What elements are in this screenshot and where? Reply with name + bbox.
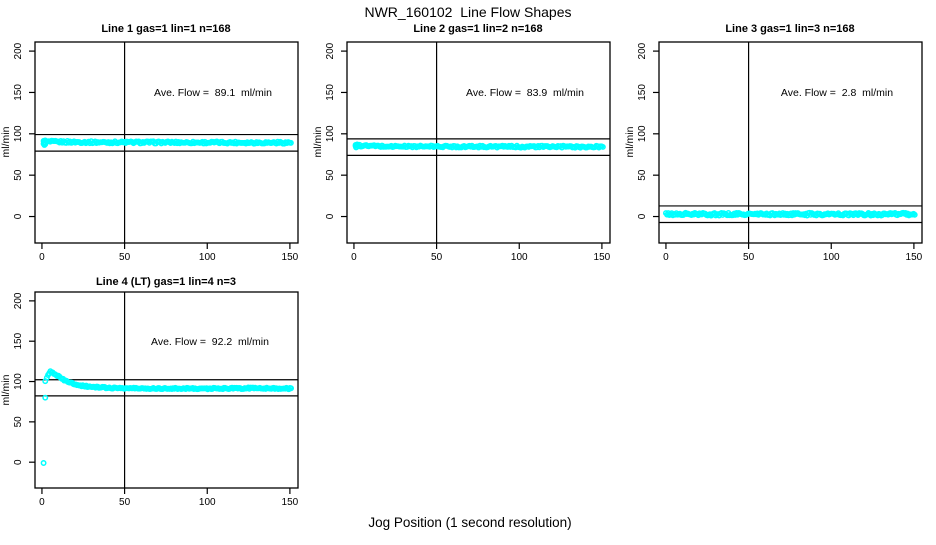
y-tick-label: 50 [325,169,336,181]
x-axis-label: Jog Position (1 second resolution) [368,515,571,530]
y-tick-label: 100 [13,373,24,390]
y-tick-label: 200 [13,292,24,309]
plot-box [658,41,923,244]
y-tick-label: 150 [325,84,336,101]
subplot-line2: Line 2 gas=1 lin=2 n=168 Ave. Flow = 83.… [312,23,611,263]
y-tick-label: 100 [13,125,24,142]
subplot-line2-plot-area: 0 50 100 150 200 0 50 100 150 [325,41,611,263]
subplot-line3-plot-area: 0 50 100 150 200 0 50 100 150 [637,41,923,263]
plot-box [34,291,299,489]
subplot-line1-title: Line 1 gas=1 lin=1 n=168 [101,23,230,35]
y-tick-label: 100 [325,125,336,142]
y-tick-label: 50 [13,416,24,428]
y-tick-label: 0 [13,459,24,465]
subplot-line1-plot-area: 0 50 100 150 200 0 50 100 150 [13,41,299,263]
subplot-line3-annotation: Ave. Flow = 2.8 ml/min [781,87,893,99]
y-tick-label: 0 [13,213,24,219]
subplot-line2-ylabel: ml/min [312,126,324,157]
x-tick-label: 50 [119,497,131,508]
subplot-line4-annotation: Ave. Flow = 92.2 ml/min [151,336,269,348]
y-tick-label: 50 [637,169,648,181]
data-points [352,141,606,151]
subplot-line4-title: Line 4 (LT) gas=1 lin=4 n=3 [96,276,236,288]
data-point [599,143,606,150]
subplot-line3-ylabel: ml/min [624,126,636,157]
y-tick-label: 150 [637,84,648,101]
plot-box [34,41,299,244]
x-tick-label: 0 [663,252,669,263]
subplot-line4-plot-area: 0 50 100 150 200 0 50 100 150 [13,291,299,508]
data-point [40,460,47,466]
data-point [42,394,49,401]
y-tick-label: 100 [637,125,648,142]
x-tick-label: 50 [743,252,755,263]
x-tick-label: 100 [199,252,216,263]
subplot-line3: Line 3 gas=1 lin=3 n=168 Ave. Flow = 2.8… [624,23,923,263]
x-tick-label: 100 [199,497,216,508]
subplot-line1-ylabel: ml/min [0,126,12,157]
data-point [287,139,294,146]
y-tick-label: 50 [13,169,24,181]
subplot-line2-annotation: Ave. Flow = 83.9 ml/min [466,87,584,99]
x-tick-label: 150 [282,497,299,508]
y-tick-label: 200 [637,42,648,59]
x-tick-label: 150 [282,252,299,263]
x-tick-label: 0 [39,252,45,263]
subplot-line1-annotation: Ave. Flow = 89.1 ml/min [154,87,272,99]
y-tick-label: 0 [637,213,648,219]
x-tick-label: 50 [119,252,131,263]
subplot-line4: Line 4 (LT) gas=1 lin=4 n=3 Ave. Flow = … [0,276,299,508]
subplot-line2-title: Line 2 gas=1 lin=2 n=168 [413,23,542,35]
y-tick-label: 150 [13,332,24,349]
x-tick-label: 0 [351,252,357,263]
data-points [40,137,294,148]
y-tick-label: 200 [13,42,24,59]
subplot-line3-title: Line 3 gas=1 lin=3 n=168 [725,23,854,35]
x-tick-label: 100 [511,252,528,263]
subplot-line4-ylabel: ml/min [0,374,12,405]
x-tick-label: 50 [431,252,443,263]
subplot-line1: Line 1 gas=1 lin=1 n=168 Ave. Flow = 89.… [0,23,299,263]
x-tick-label: 150 [594,252,611,263]
x-tick-label: 100 [823,252,840,263]
x-tick-label: 150 [906,252,923,263]
data-points [662,209,918,219]
data-points [40,368,295,466]
figure-title: NWR_160102 Line Flow Shapes [364,4,571,20]
y-tick-label: 150 [13,84,24,101]
x-tick-label: 0 [39,497,45,508]
data-point [288,385,295,392]
data-point [911,211,918,218]
plot-box [346,41,611,244]
y-tick-label: 0 [325,213,336,219]
y-tick-label: 200 [325,42,336,59]
